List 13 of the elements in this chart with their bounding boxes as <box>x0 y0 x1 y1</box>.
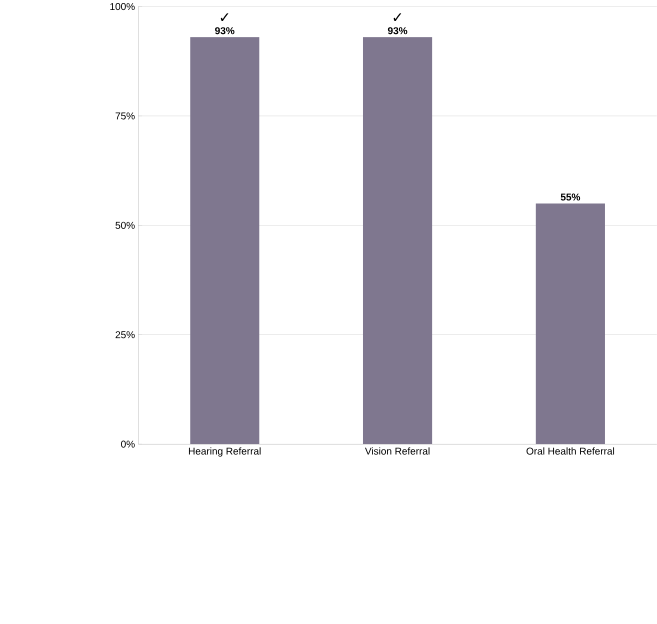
y-tick-label: 75% <box>116 112 135 120</box>
annotation: ✓ <box>394 14 402 22</box>
y-tick-label: 0% <box>121 440 135 448</box>
x-tick-label: Oral Health Referral <box>526 448 614 455</box>
y-tick-label: 50% <box>116 222 135 230</box>
data-label: 55% <box>560 194 580 201</box>
x-tick-label: Vision Referral <box>364 448 430 455</box>
y-tick-label: 100% <box>110 3 135 10</box>
data-label: 93% <box>215 27 234 34</box>
x-tick-label: Hearing Referral <box>188 448 261 457</box>
y-tick-label: 25% <box>116 331 135 338</box>
annotation: ✓ <box>220 14 228 22</box>
data-label: 93% <box>388 27 408 34</box>
